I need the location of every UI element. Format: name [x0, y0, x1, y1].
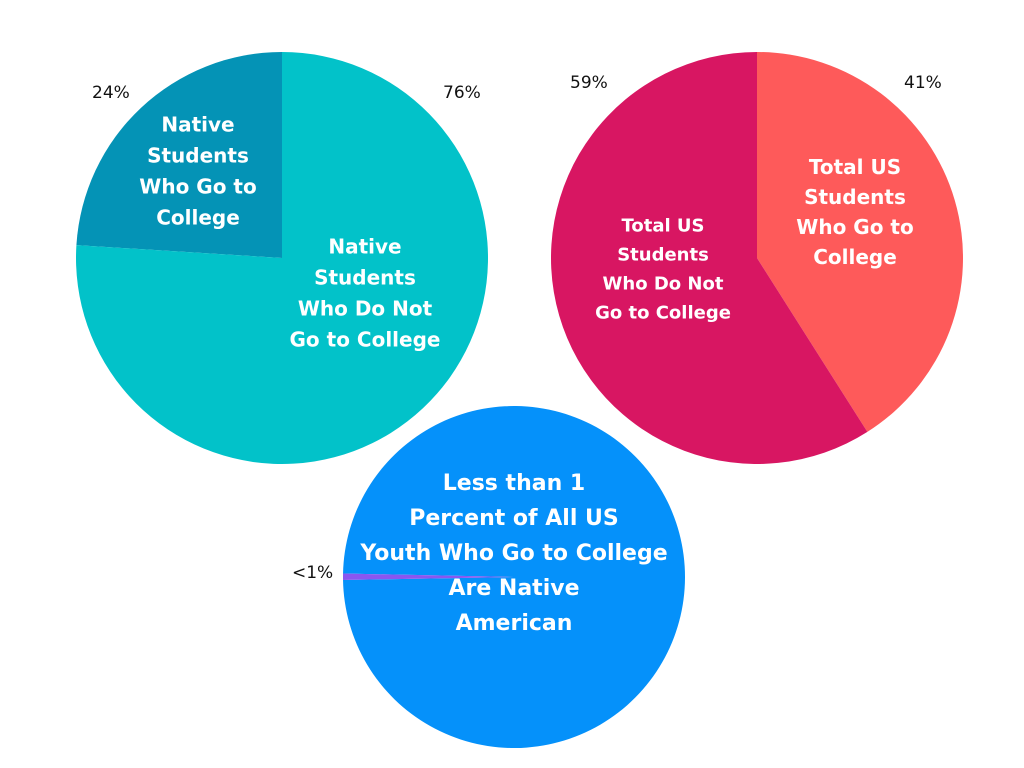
- slice-label-line: College: [156, 206, 240, 230]
- pie1-slice-label-go: Native Students Who Go to College: [139, 113, 256, 230]
- slice-label-line: Students: [147, 144, 249, 168]
- pie2-slice-label-go: Total US Students Who Go to College: [796, 155, 913, 269]
- slice-label-line: College: [813, 245, 897, 269]
- slice-label-line: Percent of All US: [409, 506, 619, 531]
- slice-label-line: Total US: [621, 216, 704, 237]
- pie2-pct-label-not-go: 59%: [570, 73, 608, 93]
- slice-label-line: Go to College: [595, 303, 731, 324]
- pie2-slice-not-go-to-college: [550, 52, 868, 464]
- pie1-slice-label-not-go: Native Students Who Do Not Go to College: [290, 235, 441, 352]
- slice-label-line: Who Do Not: [603, 274, 724, 295]
- pie2-slice-label-not-go: Total US Students Who Do Not Go to College: [595, 216, 731, 324]
- pie1-pct-label-not-go: 76%: [443, 83, 481, 103]
- pie1-slice-not-go-to-college: [76, 52, 489, 465]
- pie1-slice-go-to-college: [76, 52, 282, 258]
- slice-label-line: Who Go to: [139, 175, 256, 199]
- pie2-slice-go-to-college: [757, 52, 963, 432]
- slice-label-line: Native: [328, 235, 401, 259]
- slice-label-line: Are Native: [448, 576, 579, 601]
- slice-label-line: Students: [617, 245, 709, 266]
- slice-label-line: Students: [804, 185, 906, 209]
- pie2-pct-label-go: 41%: [904, 73, 942, 93]
- slice-label-line: American: [456, 611, 573, 636]
- slice-label-line: Who Do Not: [298, 297, 433, 321]
- slice-label-line: Native: [161, 113, 234, 137]
- native-share-pie: <1% Less than 1 Percent of All US Youth Wh…: [292, 406, 686, 749]
- pie3-slice-other: [343, 406, 686, 749]
- slice-label-line: Total US: [809, 155, 901, 179]
- pie3-pct-label-native: <1%: [292, 563, 333, 583]
- total-us-students-pie: 41% 59% Total US Students Who Go to College…: [550, 52, 963, 464]
- native-students-pie: 24% 76% Native Students Who Go to College N…: [76, 52, 489, 465]
- slice-label-line: Youth Who Go to College: [359, 541, 667, 566]
- slice-label-line: Less than 1: [443, 471, 585, 496]
- pie1-pct-label-go: 24%: [92, 83, 130, 103]
- slice-label-line: Go to College: [290, 328, 441, 352]
- pie3-center-label: Less than 1 Percent of All US Youth Who Go…: [359, 471, 667, 636]
- slice-label-line: Students: [314, 266, 416, 290]
- slice-label-line: Who Go to: [796, 215, 913, 239]
- pie3-slice-native: [343, 573, 514, 580]
